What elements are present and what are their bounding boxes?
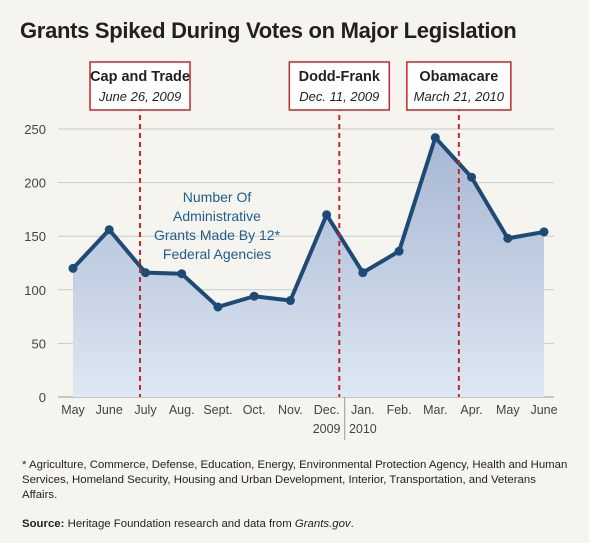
data-point xyxy=(68,263,78,273)
series-label-line: Administrative xyxy=(173,208,261,224)
year-label: 2010 xyxy=(349,422,377,436)
event-box xyxy=(288,61,391,111)
x-tick-label: Mar. xyxy=(423,403,447,417)
series-points xyxy=(68,133,549,312)
series-label: Number Of Administrative Grants Made By 12… xyxy=(154,189,281,262)
event-box xyxy=(89,61,191,111)
data-point xyxy=(249,291,259,301)
x-tick-label: Sept. xyxy=(203,403,232,417)
y-tick-label: 0 xyxy=(39,390,46,405)
y-tick-label: 200 xyxy=(24,176,46,191)
data-point xyxy=(140,268,150,278)
data-point xyxy=(285,296,295,306)
data-point xyxy=(394,246,404,256)
x-tick-label: Apr. xyxy=(460,403,482,417)
y-tick-label: 250 xyxy=(24,122,46,137)
data-point xyxy=(358,268,368,278)
footnote: * Agriculture, Commerce, Defense, Educat… xyxy=(22,459,568,501)
x-tick-label: Dec. xyxy=(314,403,340,417)
source-text: Heritage Foundation research and data fr… xyxy=(64,518,295,530)
x-tick-label: June xyxy=(96,403,123,417)
year-label: 2009 xyxy=(313,422,341,436)
y-tick-label: 50 xyxy=(32,336,46,351)
x-tick-label: May xyxy=(496,403,520,417)
source-label: Source: xyxy=(22,518,65,530)
series-label-line: Federal Agencies xyxy=(163,246,271,262)
series-label-line: Grants Made By 12* xyxy=(154,227,281,243)
data-point xyxy=(467,172,477,182)
chart-title: Grants Spiked During Votes on Major Legi… xyxy=(20,18,517,43)
x-tick-label: July xyxy=(134,403,157,417)
event-date: June 26, 2009 xyxy=(98,89,181,104)
data-point xyxy=(430,133,440,143)
x-tick-label: Oct. xyxy=(243,403,266,417)
x-tick-label: Feb. xyxy=(387,403,412,417)
source-end: . xyxy=(350,518,354,530)
x-tick-label: Jan. xyxy=(351,403,375,417)
y-axis-ticks: 0 50 100 150 200 250 xyxy=(24,122,46,405)
event-name: Cap and Trade xyxy=(90,69,190,85)
data-point xyxy=(104,225,114,235)
x-tick-label: Aug. xyxy=(169,403,195,417)
line-chart: 0 50 100 150 200 250 May June July Aug. Sept. Oct.… xyxy=(24,61,558,440)
event-name: Obamacare xyxy=(419,69,498,85)
data-point xyxy=(177,269,187,279)
data-point xyxy=(503,233,513,243)
event-name: Dodd-Frank xyxy=(299,69,381,85)
series-line xyxy=(71,135,546,309)
series-label-line: Number Of xyxy=(183,189,252,205)
data-point xyxy=(322,210,332,220)
x-tick-label: Nov. xyxy=(278,403,303,417)
data-point xyxy=(213,302,223,312)
x-tick-label: May xyxy=(61,403,85,417)
x-tick-label: June xyxy=(530,403,557,417)
source-note: Source: Heritage Foundation research and… xyxy=(22,518,572,530)
event-date: Dec. 11, 2009 xyxy=(299,89,379,104)
x-axis-ticks: May June July Aug. Sept. Oct. Nov. Dec. Jan. Feb.… xyxy=(61,397,558,440)
data-point xyxy=(539,227,549,237)
source-link[interactable]: Grants.gov xyxy=(294,518,351,530)
event-markers: Cap and Trade June 26, 2009 Dodd-Frank Dec.… xyxy=(89,61,512,397)
event-date: March 21, 2010 xyxy=(414,89,505,104)
series-area xyxy=(73,137,544,398)
event-box xyxy=(406,61,512,111)
y-tick-label: 100 xyxy=(24,283,46,298)
y-tick-label: 150 xyxy=(24,229,46,244)
